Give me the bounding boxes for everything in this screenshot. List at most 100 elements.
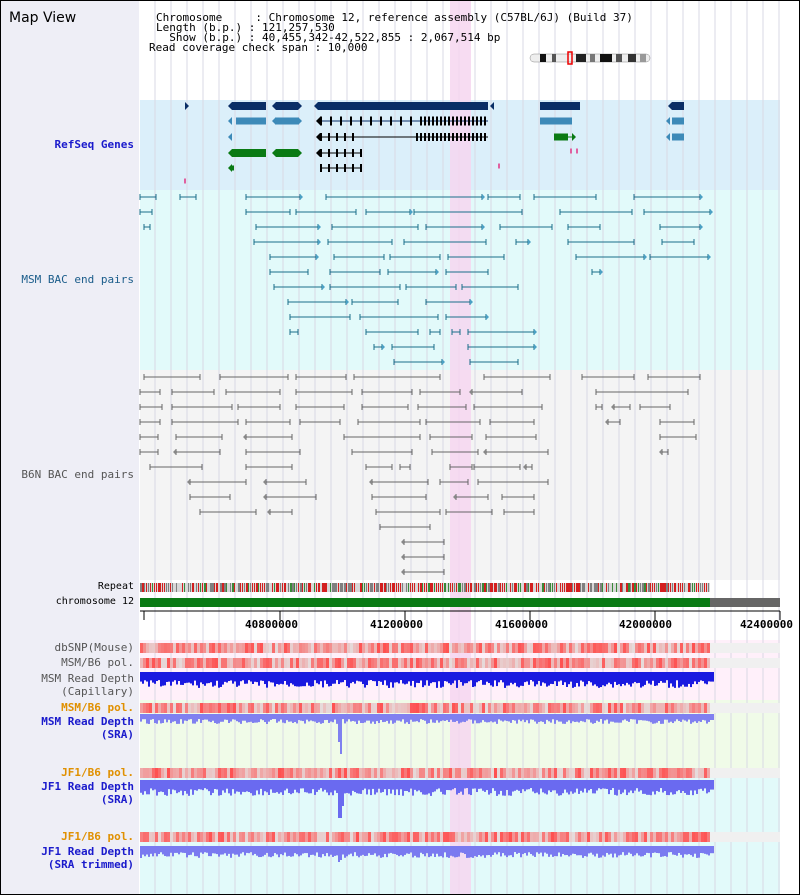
depth-bar (598, 846, 600, 858)
track-label-jf1-pol[interactable]: JF1/B6 pol. (61, 766, 134, 779)
depth-bar (258, 714, 260, 723)
track-label-b6n-bac[interactable]: B6N BAC end pairs (21, 468, 134, 481)
depth-bar (478, 714, 480, 724)
depth-bar (248, 846, 250, 854)
depth-bar (684, 714, 686, 721)
depth-bar (162, 672, 164, 686)
depth-bar (386, 714, 388, 721)
heat-cell (464, 658, 467, 668)
depth-bar (568, 780, 570, 795)
depth-bar (508, 714, 510, 722)
track-label-repeat[interactable]: Repeat (97, 581, 134, 592)
heat-cell (344, 768, 347, 778)
heat-cell (434, 703, 437, 713)
depth-bar (466, 714, 468, 721)
depth-bar (406, 846, 408, 854)
depth-bar (378, 672, 380, 682)
depth-bar (520, 672, 522, 686)
repeat-element (564, 583, 565, 592)
heat-cell (233, 643, 236, 653)
depth-bar (266, 780, 268, 793)
depth-bar (580, 714, 582, 721)
heat-cell (452, 658, 455, 668)
depth-bar (456, 672, 458, 688)
repeat-element (204, 583, 206, 592)
depth-bar (484, 846, 486, 858)
depth-bar (274, 846, 276, 854)
repeat-element (380, 583, 382, 592)
depth-bar (650, 672, 652, 685)
heat-cell (518, 768, 521, 778)
track-label-dbsnp[interactable]: dbSNP(Mouse) (54, 641, 134, 654)
gene-exon (480, 116, 482, 126)
heat-cell (506, 643, 509, 653)
track-label-msm-depth-cap[interactable]: MSM Read Depth (41, 672, 134, 685)
heat-cell (698, 768, 701, 778)
gene-exon (464, 133, 466, 141)
repeat-element (300, 583, 302, 592)
depth-bar (708, 780, 710, 793)
heat-cell (587, 768, 590, 778)
depth-bar (400, 780, 402, 790)
depth-bar (354, 714, 356, 722)
depth-bar (176, 672, 178, 685)
heat-cell (404, 832, 407, 842)
depth-bar (588, 714, 590, 720)
gene-exon (460, 116, 462, 126)
depth-bar (410, 714, 412, 720)
heat-cell (440, 768, 443, 778)
heat-cell (629, 703, 632, 713)
track-label-refseq[interactable]: RefSeq Genes (54, 138, 134, 151)
heat-cell (665, 703, 668, 713)
repeat-element (428, 583, 430, 592)
heat-cell (164, 768, 167, 778)
depth-bar (306, 672, 308, 683)
track-label-msm-pol[interactable]: MSM/B6 pol. (61, 656, 134, 669)
heat-cell (299, 658, 302, 668)
repeat-element (462, 583, 463, 592)
depth-bar (324, 672, 326, 681)
heat-cell (467, 658, 470, 668)
repeat-element (502, 583, 503, 592)
depth-bar (492, 780, 494, 789)
track-label-msm-depth-sra[interactable]: MSM Read Depth (41, 715, 134, 728)
heat-cell (680, 832, 683, 842)
repeat-element (490, 583, 492, 592)
depth-bar (568, 672, 570, 685)
track-label-jf1-depth-trim[interactable]: JF1 Read Depth (41, 845, 134, 858)
repeat-element (164, 583, 165, 592)
repeat-element (466, 583, 467, 592)
depth-bar (300, 846, 302, 856)
track-label-msm-bac[interactable]: MSM BAC end pairs (21, 273, 134, 286)
repeat-element (560, 583, 561, 592)
heat-cell (605, 768, 608, 778)
depth-bar (504, 714, 506, 721)
strand-arrow (228, 102, 232, 110)
heat-cell (500, 768, 503, 778)
depth-bar (690, 780, 692, 791)
track-label-jf1-pol-2[interactable]: JF1/B6 pol. (61, 830, 134, 843)
repeat-element (240, 583, 241, 592)
track-label-jf1-depth-sra[interactable]: JF1 Read Depth (41, 780, 134, 793)
depth-bar (172, 846, 174, 857)
heat-cell (374, 658, 377, 668)
heat-cell (308, 832, 311, 842)
repeat-element (206, 583, 207, 592)
depth-bar (624, 846, 626, 856)
depth-bar (532, 780, 534, 792)
depth-bar (588, 780, 590, 791)
depth-bar (526, 846, 528, 856)
gene-exon (184, 178, 186, 184)
depth-bar (402, 672, 404, 684)
heat-cell (689, 832, 692, 842)
heat-cell (401, 768, 404, 778)
depth-bar (438, 780, 440, 789)
depth-bar (160, 714, 162, 724)
track-label-msm-pol-2[interactable]: MSM/B6 pol. (61, 701, 134, 714)
repeat-element (566, 583, 568, 592)
repeat-element (168, 583, 169, 592)
depth-bar (506, 714, 508, 721)
depth-bar (458, 714, 460, 724)
depth-bar (634, 672, 636, 682)
heat-cell (563, 643, 566, 653)
